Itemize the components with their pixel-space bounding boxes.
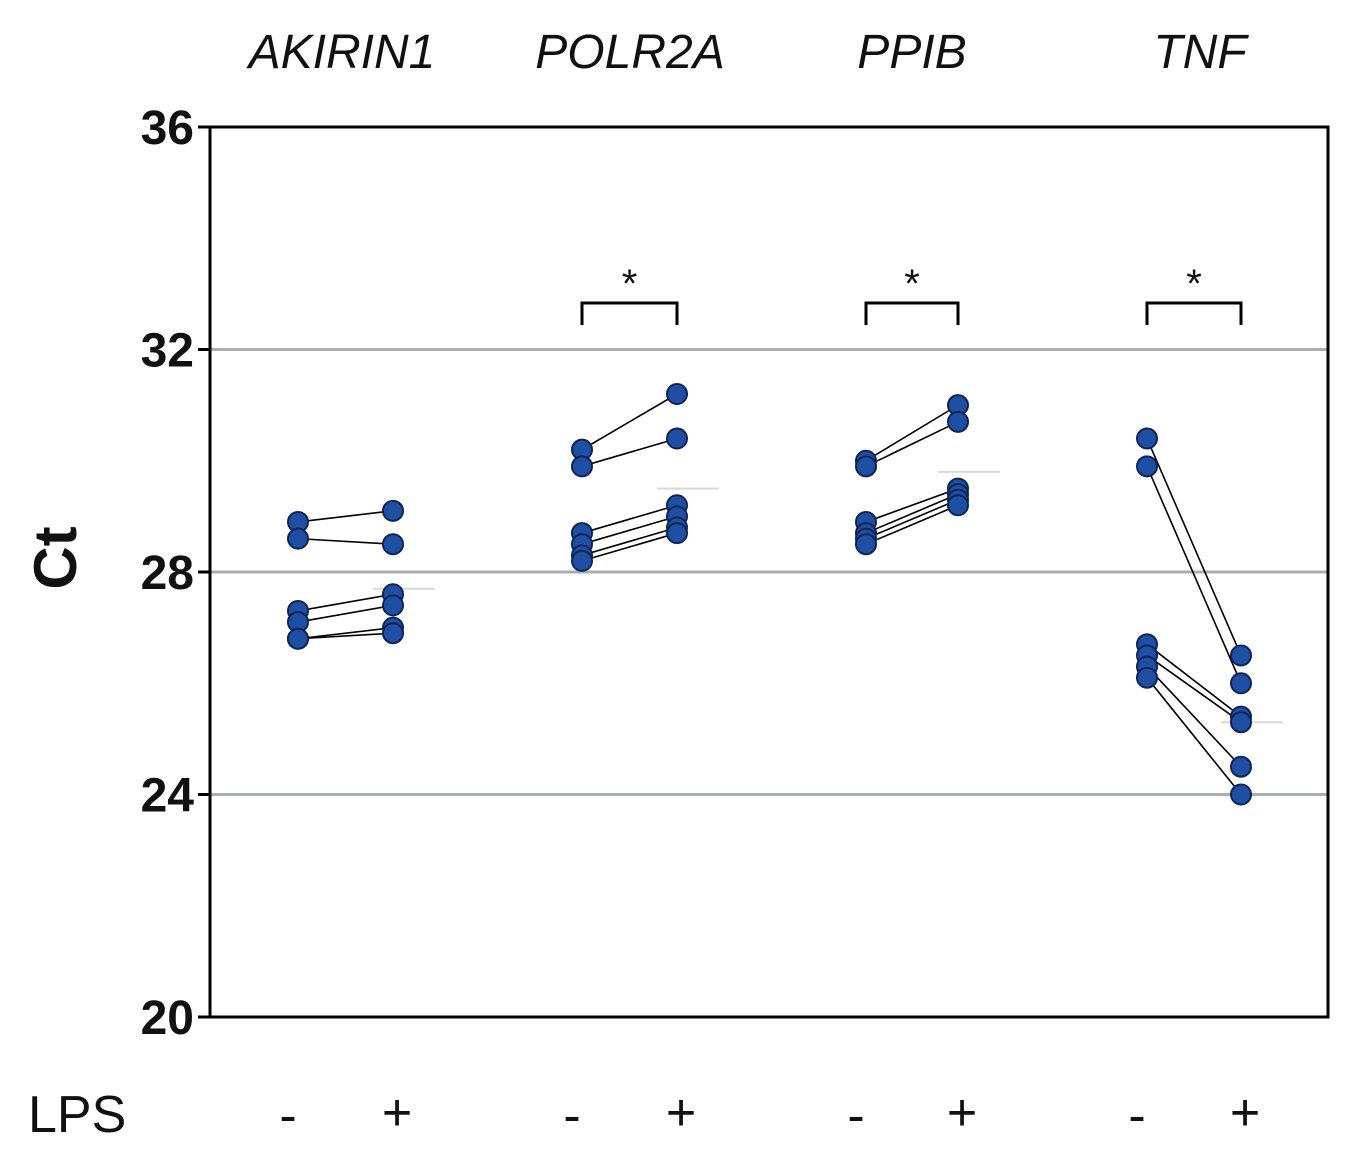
pair-line <box>1146 438 1242 656</box>
y-tick-label: 32 <box>141 325 194 378</box>
data-point-minus <box>1136 455 1158 478</box>
data-point-plus <box>1230 711 1252 734</box>
pair-line <box>865 493 959 534</box>
data-point-plus <box>382 622 404 645</box>
data-point-plus <box>666 427 688 450</box>
condition-label: LPS <box>28 1086 126 1144</box>
significance-brackets: * * * <box>580 262 1243 325</box>
data-point-plus <box>382 499 404 522</box>
data-point-plus <box>1230 644 1252 667</box>
pair-line <box>297 510 394 523</box>
pair-line <box>1146 666 1242 768</box>
pair-lines <box>297 393 1242 796</box>
y-tick-label: 20 <box>141 992 194 1045</box>
pair-line <box>297 626 394 640</box>
significance-bracket <box>864 301 960 325</box>
data-point-plus <box>1230 672 1252 695</box>
gene-label: PPIB <box>857 26 966 79</box>
pair-line <box>581 515 678 545</box>
data-point-minus <box>287 627 309 650</box>
data-point-plus <box>947 410 969 433</box>
gene-label: AKIRIN1 <box>246 26 436 79</box>
pair-line <box>581 504 678 534</box>
data-point-plus <box>666 522 688 545</box>
significance-star: * <box>904 262 920 306</box>
data-point-minus <box>287 527 309 550</box>
pair-line <box>581 393 678 451</box>
data-points <box>287 383 1252 806</box>
pair-line <box>297 632 394 640</box>
data-point-minus <box>1136 427 1158 450</box>
pair-line <box>297 593 394 612</box>
significance-bracket <box>1145 301 1243 325</box>
condition-minus-label: - <box>563 1087 580 1145</box>
data-point-minus <box>571 455 593 478</box>
condition-plus-label: + <box>666 1084 696 1142</box>
data-point-minus <box>571 549 593 572</box>
y-tick-label: 28 <box>141 547 194 600</box>
pair-line <box>581 526 678 557</box>
significance-star: * <box>1186 262 1202 306</box>
y-axis-title: Ct <box>22 526 89 589</box>
gene-label: POLR2A <box>535 26 724 79</box>
gridlines <box>210 348 1328 796</box>
condition-minus-label: - <box>1128 1087 1145 1145</box>
data-point-plus <box>947 494 969 517</box>
pair-line <box>865 487 959 523</box>
data-point-plus <box>382 533 404 556</box>
pair-line <box>1146 643 1242 718</box>
y-tick-label: 36 <box>141 102 194 155</box>
pair-line <box>865 404 959 462</box>
condition-plus-label: + <box>382 1084 412 1142</box>
condition-plus-label: + <box>1230 1084 1260 1142</box>
data-point-minus <box>1136 666 1158 689</box>
pair-line <box>865 421 959 468</box>
data-point-minus <box>855 455 877 478</box>
significance-bracket <box>580 301 679 325</box>
y-tick-label: 24 <box>141 770 195 823</box>
y-axis: 20 24 28 32 36 <box>141 102 210 1045</box>
pair-line <box>1146 465 1242 684</box>
labels: Ct LPS AKIRIN1 - + POLR2A - + PPIB - + TNF - + <box>22 26 1260 1145</box>
pair-line <box>1146 654 1242 723</box>
pair-line <box>865 504 959 545</box>
pair-line <box>865 498 959 540</box>
condition-minus-label: - <box>279 1087 296 1145</box>
pair-line <box>1146 677 1242 796</box>
pair-line <box>297 537 394 545</box>
pair-line <box>581 532 678 562</box>
condition-plus-label: + <box>947 1084 977 1142</box>
data-point-minus <box>855 533 877 556</box>
data-point-plus <box>666 383 688 405</box>
significance-star: * <box>622 262 638 306</box>
data-point-plus <box>382 594 404 617</box>
pair-line <box>297 604 394 623</box>
data-point-plus <box>1230 783 1252 806</box>
gene-label: TNF <box>1153 26 1249 79</box>
condition-minus-label: - <box>847 1087 864 1145</box>
data-point-plus <box>1230 755 1252 778</box>
pair-line <box>581 437 678 468</box>
